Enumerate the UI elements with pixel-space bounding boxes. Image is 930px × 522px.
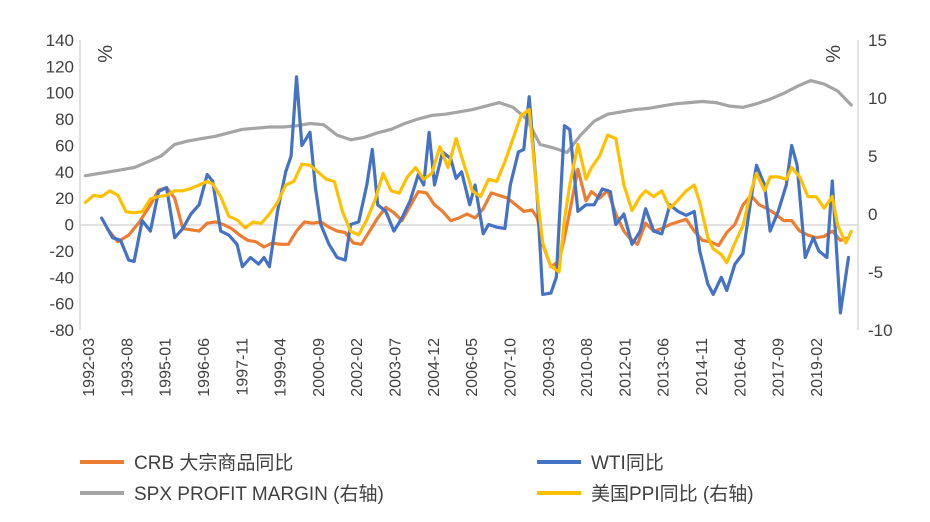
left-tick-label: -60 — [49, 295, 74, 314]
left-axis-unit: % — [95, 45, 117, 63]
legend-label: 美国PPI同比 (右轴) — [591, 483, 754, 505]
x-tick-label: 2016-04 — [732, 338, 749, 397]
left-tick-label: 0 — [65, 216, 74, 235]
series-line-3 — [83, 107, 853, 274]
series-line-2 — [83, 78, 853, 178]
legend-label: CRB 大宗商品同比 — [134, 452, 293, 474]
left-tick-label: 120 — [46, 57, 74, 76]
right-tick-label: 0 — [868, 205, 877, 224]
right-tick-label: 10 — [868, 89, 887, 108]
right-tick-label: 15 — [868, 31, 887, 50]
x-tick-label: 2004-12 — [426, 338, 443, 397]
x-tick-label: 1997-11 — [234, 338, 251, 396]
left-tick-label: 140 — [46, 31, 74, 50]
left-tick-label: 60 — [55, 136, 74, 155]
x-tick-label: 2006-05 — [464, 338, 481, 397]
x-tick-label: 1995-01 — [158, 338, 175, 397]
left-tick-label: -80 — [49, 321, 74, 340]
x-tick-label: 2013-06 — [656, 338, 673, 397]
x-tick-label: 2000-09 — [311, 338, 328, 397]
left-axis-ticks: 140 120 100 80 60 40 20 0 -20 -40 -60 -80 — [46, 31, 74, 340]
x-tick-label: 1993-08 — [119, 338, 136, 397]
left-tick-label: 40 — [55, 163, 74, 182]
x-tick-label: 2007-10 — [502, 338, 519, 397]
series-layer — [83, 75, 853, 315]
x-tick-label: 2019-02 — [809, 338, 826, 397]
right-tick-label: -10 — [868, 321, 893, 340]
x-tick-label: 2009-03 — [541, 338, 558, 397]
legend: CRB 大宗商品同比 WTI同比 SPX PROFIT MARGIN (右轴) 美国P… — [80, 452, 754, 505]
right-axis-ticks: 15 10 5 0 -5 -10 — [868, 31, 893, 340]
x-tick-label: 2012-01 — [617, 338, 634, 397]
left-tick-label: 20 — [55, 189, 74, 208]
left-tick-label: 100 — [46, 84, 74, 103]
axes-layer — [79, 40, 859, 330]
legend-label: SPX PROFIT MARGIN (右轴) — [134, 483, 384, 505]
x-tick-label: 1992-03 — [81, 338, 98, 397]
x-tick-label: 2003-07 — [388, 338, 405, 397]
x-tick-label: 2014-11 — [694, 338, 711, 396]
x-tick-label: 2010-08 — [579, 338, 596, 397]
right-tick-label: 5 — [868, 147, 877, 166]
x-axis-labels: 1992-03 1993-08 1995-01 1996-06 1997-11 1999-… — [81, 338, 826, 397]
x-tick-label: 2017-09 — [771, 338, 788, 397]
x-tick-label: 1996-06 — [196, 338, 213, 397]
left-tick-label: -40 — [49, 268, 74, 287]
right-axis-unit: % — [823, 45, 845, 63]
x-tick-label: 1999-04 — [273, 338, 290, 397]
x-tick-label: 2002-02 — [349, 338, 366, 397]
series-line-0 — [105, 167, 851, 269]
left-tick-label: 80 — [55, 110, 74, 129]
left-tick-label: -20 — [49, 242, 74, 261]
right-tick-label: -5 — [868, 263, 883, 282]
legend-label: WTI同比 — [591, 452, 664, 474]
series-line-1 — [99, 75, 851, 315]
